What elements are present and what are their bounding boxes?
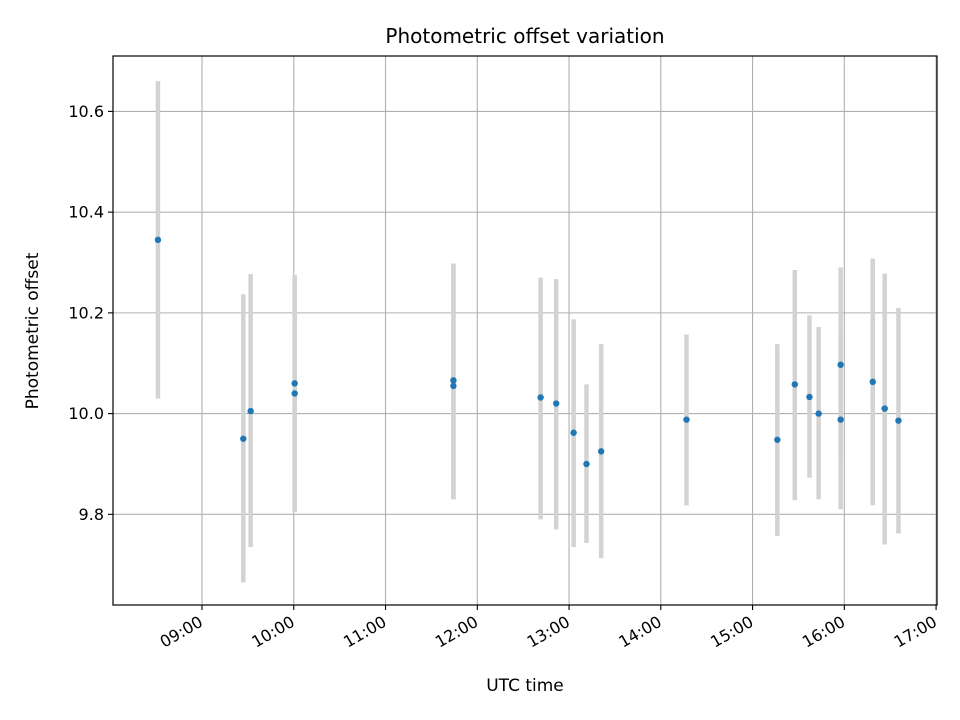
point-layer <box>154 236 902 468</box>
data-point <box>552 400 560 407</box>
data-point <box>806 393 813 401</box>
y-tick-label: 10.4 <box>68 203 104 222</box>
data-point <box>815 410 822 417</box>
data-point <box>869 378 876 386</box>
data-point <box>247 407 254 415</box>
data-point <box>881 405 888 412</box>
data-point <box>240 435 247 442</box>
data-point <box>154 236 162 244</box>
data-point <box>895 417 902 424</box>
data-point <box>291 390 298 397</box>
data-point <box>774 436 781 443</box>
data-point <box>683 416 690 423</box>
data-point <box>837 361 844 368</box>
y-axis-title: Photometric offset <box>23 252 43 409</box>
data-point <box>450 377 457 384</box>
y-tick-label: 9.8 <box>79 505 104 524</box>
chart-title: Photometric offset variation <box>385 24 664 48</box>
data-point <box>291 380 298 387</box>
x-axis-title: UTC time <box>486 676 564 696</box>
data-point <box>597 448 605 455</box>
data-point <box>583 460 590 468</box>
data-point <box>791 381 798 388</box>
y-tick-label: 10.6 <box>68 102 104 121</box>
y-tick-label: 10.2 <box>68 303 104 322</box>
data-point <box>537 394 544 401</box>
plot-frame <box>112 55 938 606</box>
data-point <box>837 416 844 423</box>
data-point <box>570 429 577 436</box>
data-point <box>450 382 457 390</box>
y-tick-label: 10.0 <box>68 404 104 423</box>
